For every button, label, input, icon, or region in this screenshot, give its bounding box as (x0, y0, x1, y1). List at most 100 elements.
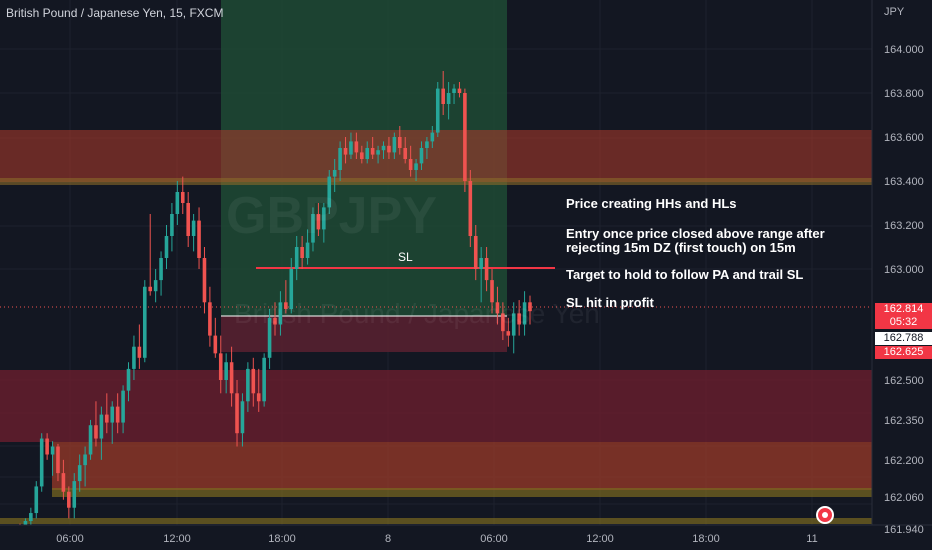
y-tick-label: 161.940 (884, 524, 924, 536)
y-axis-ticks: 164.000 163.800 163.600 163.400 163.200 163.0… (884, 44, 924, 536)
annotation-target[interactable]: Target to hold to follow PA and trail SL (566, 267, 804, 282)
last-price-badge: 162.814 05:32 (875, 303, 932, 329)
candle-body (142, 286, 147, 358)
candle-body (77, 465, 82, 482)
candle-body (435, 88, 440, 133)
candle-body (327, 176, 332, 208)
candle-body (34, 486, 39, 514)
candle-body (517, 313, 521, 325)
candle-body (370, 148, 375, 155)
candle-body (229, 362, 234, 394)
x-tick-label: 12:00 (163, 533, 191, 545)
demand-zone-edge (52, 488, 872, 497)
candle-body (300, 247, 304, 258)
candle-body (408, 159, 413, 170)
watermark-symbol: GBPJPY (226, 187, 437, 245)
candle-body (305, 242, 310, 258)
x-axis-panel[interactable] (0, 525, 872, 550)
candle-body (495, 302, 500, 314)
candle-body (246, 368, 250, 402)
candle-body (316, 214, 321, 230)
candle-body (430, 132, 435, 142)
candle-body (88, 425, 93, 455)
candle-body (132, 346, 136, 369)
annotation-entry-line1[interactable]: Entry once price closed above range afte… (566, 226, 825, 241)
x-tick-label: 06:00 (480, 533, 508, 545)
stop-price-badge: 162.625 (875, 346, 932, 359)
candle-body (414, 163, 418, 170)
y-tick-label: 162.500 (884, 375, 924, 387)
candle-body (83, 454, 87, 466)
y-tick-label: 162.350 (884, 415, 924, 427)
candle-body (376, 150, 380, 155)
candle-body (137, 346, 142, 358)
candle-body (72, 481, 77, 508)
annotation-sl-hit[interactable]: SL hit in profit (566, 295, 654, 310)
candle-body (311, 214, 315, 243)
candle-body (501, 313, 505, 332)
candle-body (441, 88, 445, 104)
supply-zone-edge (0, 178, 872, 185)
candle-body (506, 331, 511, 336)
x-tick-label: 06:00 (56, 533, 84, 545)
last-price-value: 162.814 (883, 303, 924, 315)
candle-body (67, 491, 71, 508)
candle-body (511, 313, 516, 336)
candle-body (349, 141, 353, 155)
candle-body (528, 302, 532, 312)
y-axis-panel[interactable] (872, 0, 932, 550)
candle-body (479, 258, 483, 269)
x-axis-ticks: 06:00 12:00 18:00 8 06:00 12:00 18:00 11 (56, 533, 817, 545)
candle-body (186, 203, 190, 236)
candle-body (278, 302, 283, 325)
candle-body (61, 473, 66, 492)
candle-body (267, 317, 272, 358)
y-tick-label: 162.060 (884, 492, 924, 504)
candle-body (180, 192, 185, 203)
y-tick-label: 163.800 (884, 88, 924, 100)
candle-body (387, 145, 391, 153)
candle-body (45, 438, 49, 455)
candle-body (484, 258, 489, 281)
candle-body (251, 368, 256, 394)
candle-body (403, 148, 408, 159)
candle-body (208, 302, 212, 336)
candle-body (343, 148, 348, 155)
candle-body (115, 406, 120, 423)
alert-icon[interactable] (816, 506, 834, 524)
x-tick-label: 12:00 (586, 533, 614, 545)
candle-body (256, 393, 261, 402)
candle-body (289, 269, 294, 309)
y-tick-label: 163.200 (884, 220, 924, 232)
candle-body (284, 302, 288, 309)
candle-body (273, 317, 277, 325)
candle-body (202, 258, 207, 303)
bottom-zone-edge (0, 518, 872, 524)
demand-zone-upper (0, 370, 872, 442)
candle-body (29, 513, 33, 522)
annotation-entry-line2[interactable]: rejecting 15m DZ (first touch) on 15m (566, 240, 796, 255)
candle-body (175, 192, 180, 214)
symbol-title[interactable]: British Pound / Japanese Yen, 15, FXCM (6, 6, 224, 20)
candle-body (170, 214, 174, 236)
candle-body (446, 93, 451, 104)
entry-price-badge: 162.788 (875, 332, 932, 345)
sl-label: SL (398, 250, 413, 264)
candle-body (235, 393, 239, 434)
candle-body (360, 152, 364, 159)
y-tick-label: 163.600 (884, 132, 924, 144)
candle-body (105, 414, 109, 423)
demand-zone-lower (52, 442, 872, 490)
annotation-hhs-hls[interactable]: Price creating HHs and HLs (566, 196, 737, 211)
x-tick-label: 11 (806, 533, 817, 545)
candle-body (419, 148, 424, 164)
candle-body (197, 220, 201, 258)
candle-body (56, 446, 60, 474)
candle-body (164, 236, 169, 258)
x-tick-label: 8 (385, 533, 391, 545)
candle-body (473, 236, 478, 269)
supply-zone (0, 130, 872, 182)
candle-body (159, 258, 163, 281)
candle-body (381, 145, 386, 151)
